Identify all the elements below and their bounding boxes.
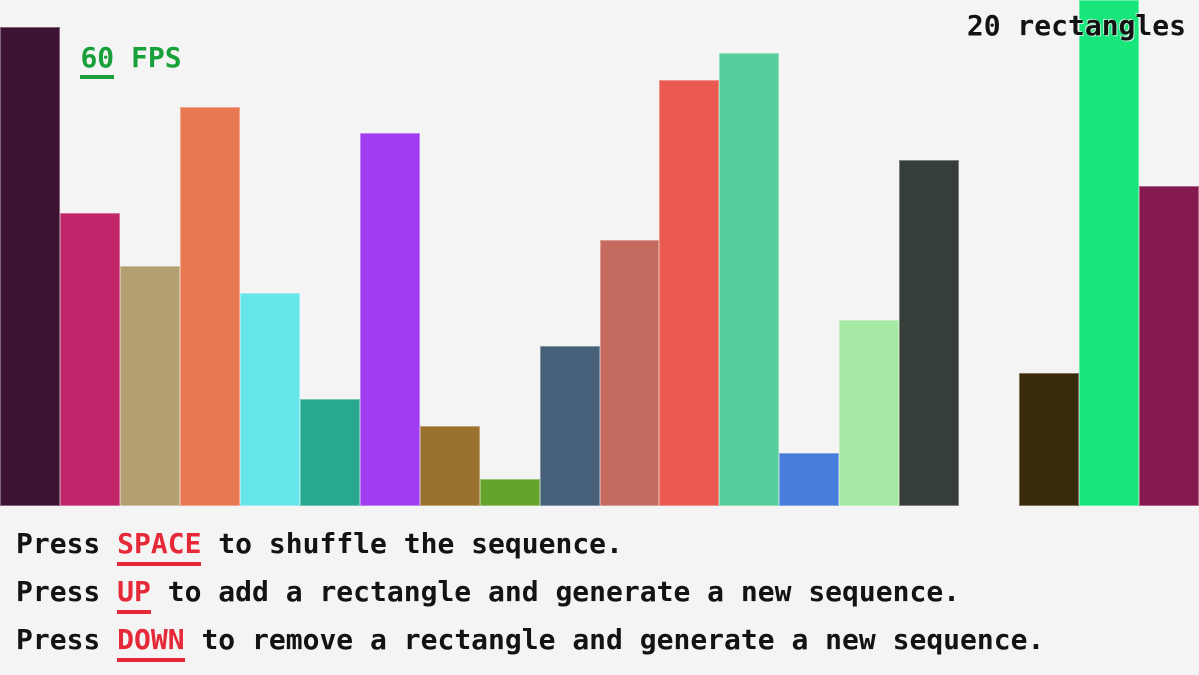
rectangle-bar [419, 426, 480, 506]
instruction-text: Press [16, 623, 118, 656]
rectangle-bar [239, 293, 300, 506]
rectangle-count-label: 20 rectangles [966, 9, 1186, 42]
fps-suffix: FPS [114, 41, 182, 74]
key-space-label: SPACE [117, 528, 202, 566]
instructions: Press SPACE to shuffle the sequence. Pre… [16, 523, 1044, 667]
rectangle-bar [599, 240, 660, 506]
rectangle-bar [59, 213, 120, 506]
fps-counter: 60 FPS [13, 8, 182, 112]
instruction-text: Press [16, 575, 118, 608]
rectangle-bar [479, 479, 540, 506]
rectangle-bar [779, 453, 840, 506]
rectangle-bar [659, 80, 720, 506]
rectangle-bar [839, 320, 900, 506]
rectangle-bar [719, 53, 780, 506]
rectangle-bar [179, 107, 240, 506]
rectangle-bar [539, 346, 600, 506]
rectangle-bar [899, 160, 960, 506]
instruction-shuffle: Press SPACE to shuffle the sequence. [16, 523, 1044, 571]
key-up-label: UP [117, 576, 151, 614]
instruction-add: Press UP to add a rectangle and generate… [16, 571, 1044, 619]
key-down-label: DOWN [117, 624, 185, 662]
instruction-remove: Press DOWN to remove a rectangle and gen… [16, 619, 1044, 667]
rectangle-bar [359, 133, 420, 506]
instruction-text: Press [16, 527, 118, 560]
rectangle-bar [119, 266, 180, 506]
instruction-text: to add a rectangle and generate a new se… [150, 575, 961, 608]
rectangle-bar [0, 27, 60, 506]
rectangle-bar [1019, 373, 1080, 506]
instruction-text: to shuffle the sequence. [201, 527, 623, 560]
rectangle-bar [1079, 0, 1140, 506]
instruction-text: to remove a rectangle and generate a new… [184, 623, 1045, 656]
rectangles-canvas [0, 0, 1199, 506]
fps-value: 60 [80, 41, 115, 79]
rectangle-bar [1139, 186, 1199, 506]
rectangle-bar [299, 399, 360, 506]
